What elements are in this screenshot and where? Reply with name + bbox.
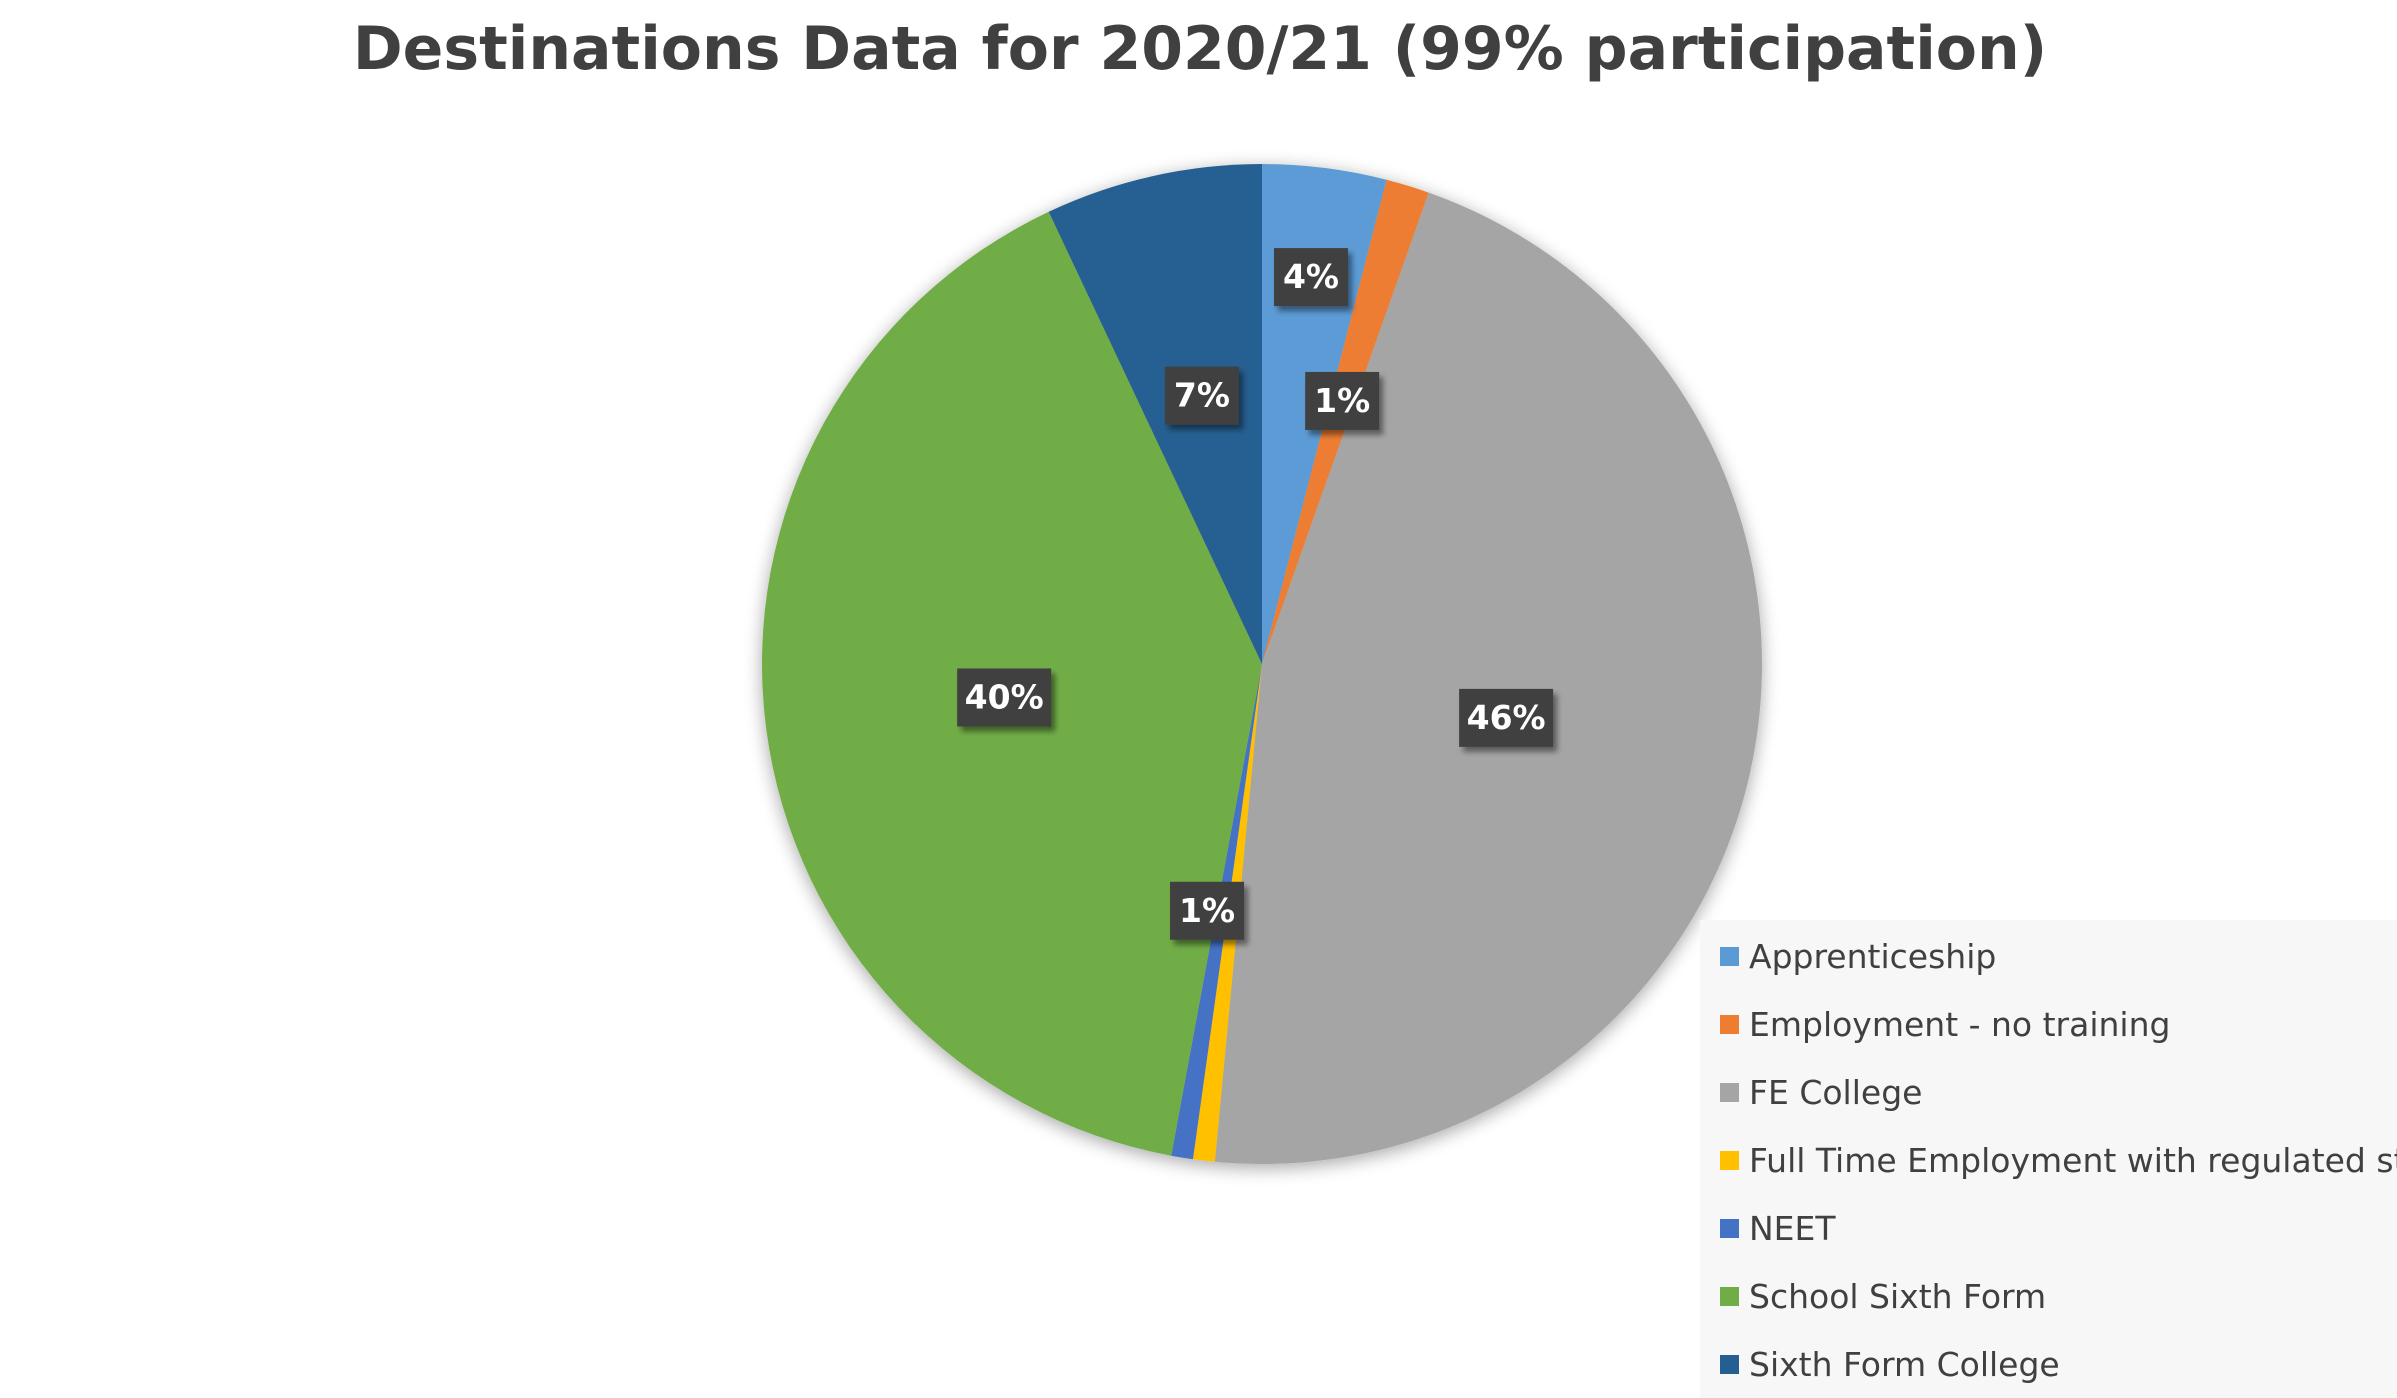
- pie-slice-sixth-form-college: [1048, 164, 1262, 664]
- legend-item: Full Time Employment with regulated stud…: [1720, 1130, 2397, 1190]
- legend-label: FE College: [1749, 1072, 1923, 1112]
- data-label-text: 7%: [1174, 376, 1230, 415]
- chart-title: Destinations Data for 2020/21 (99% parti…: [352, 14, 2048, 84]
- legend-swatch: [1720, 1014, 1739, 1034]
- legend-swatch: [1720, 1150, 1739, 1170]
- legend-label: School Sixth Form: [1749, 1276, 2047, 1316]
- legend-swatch: [1720, 1082, 1739, 1102]
- legend-item: School Sixth Form: [1720, 1266, 2046, 1326]
- data-label-text: 1%: [1314, 381, 1370, 420]
- data-label: 46%: [1459, 688, 1554, 747]
- data-label: 40%: [957, 668, 1052, 727]
- legend-label: Employment - no training: [1749, 1004, 2171, 1044]
- legend-label: Sixth Form College: [1749, 1344, 2060, 1384]
- data-label-text: 40%: [965, 677, 1044, 716]
- legend-label: NEET: [1749, 1208, 1836, 1248]
- data-label-box: [1305, 371, 1380, 430]
- data-label: 7%: [1164, 366, 1239, 425]
- data-label-box: [957, 668, 1052, 727]
- data-label-box: [1170, 881, 1245, 940]
- legend-item: NEET: [1720, 1198, 1836, 1258]
- data-label-box: [1164, 366, 1239, 425]
- legend-label: Apprenticeship: [1749, 936, 1997, 976]
- data-label-box: [1273, 248, 1348, 307]
- data-label-text: 1%: [1179, 891, 1235, 930]
- legend-swatch: [1720, 1218, 1739, 1238]
- data-label: 4%: [1273, 248, 1348, 307]
- pie-slice-fe-college: [1214, 192, 1762, 1165]
- data-label: 1%: [1170, 881, 1245, 940]
- legend-item: FE College: [1720, 1062, 1922, 1122]
- legend-swatch: [1720, 1354, 1739, 1374]
- legend: Apprenticeship Employment - no training FE…: [1700, 920, 2397, 1398]
- legend-item: Sixth Form College: [1720, 1334, 2060, 1394]
- data-label-text: 4%: [1283, 257, 1339, 296]
- data-label-text: 46%: [1467, 698, 1546, 737]
- data-label-box: [1459, 688, 1554, 747]
- legend-swatch: [1720, 1286, 1739, 1306]
- legend-item: Employment - no training: [1720, 994, 2170, 1054]
- legend-swatch: [1720, 946, 1739, 966]
- pie-slices: [761, 164, 1762, 1165]
- pie-data-labels: 4% 1% 46% 1% 40% 7%: [957, 248, 1554, 940]
- legend-item: Apprenticeship: [1720, 926, 1996, 986]
- data-label: 1%: [1305, 371, 1380, 430]
- legend-label: Full Time Employment with regulated stud…: [1749, 1140, 2397, 1180]
